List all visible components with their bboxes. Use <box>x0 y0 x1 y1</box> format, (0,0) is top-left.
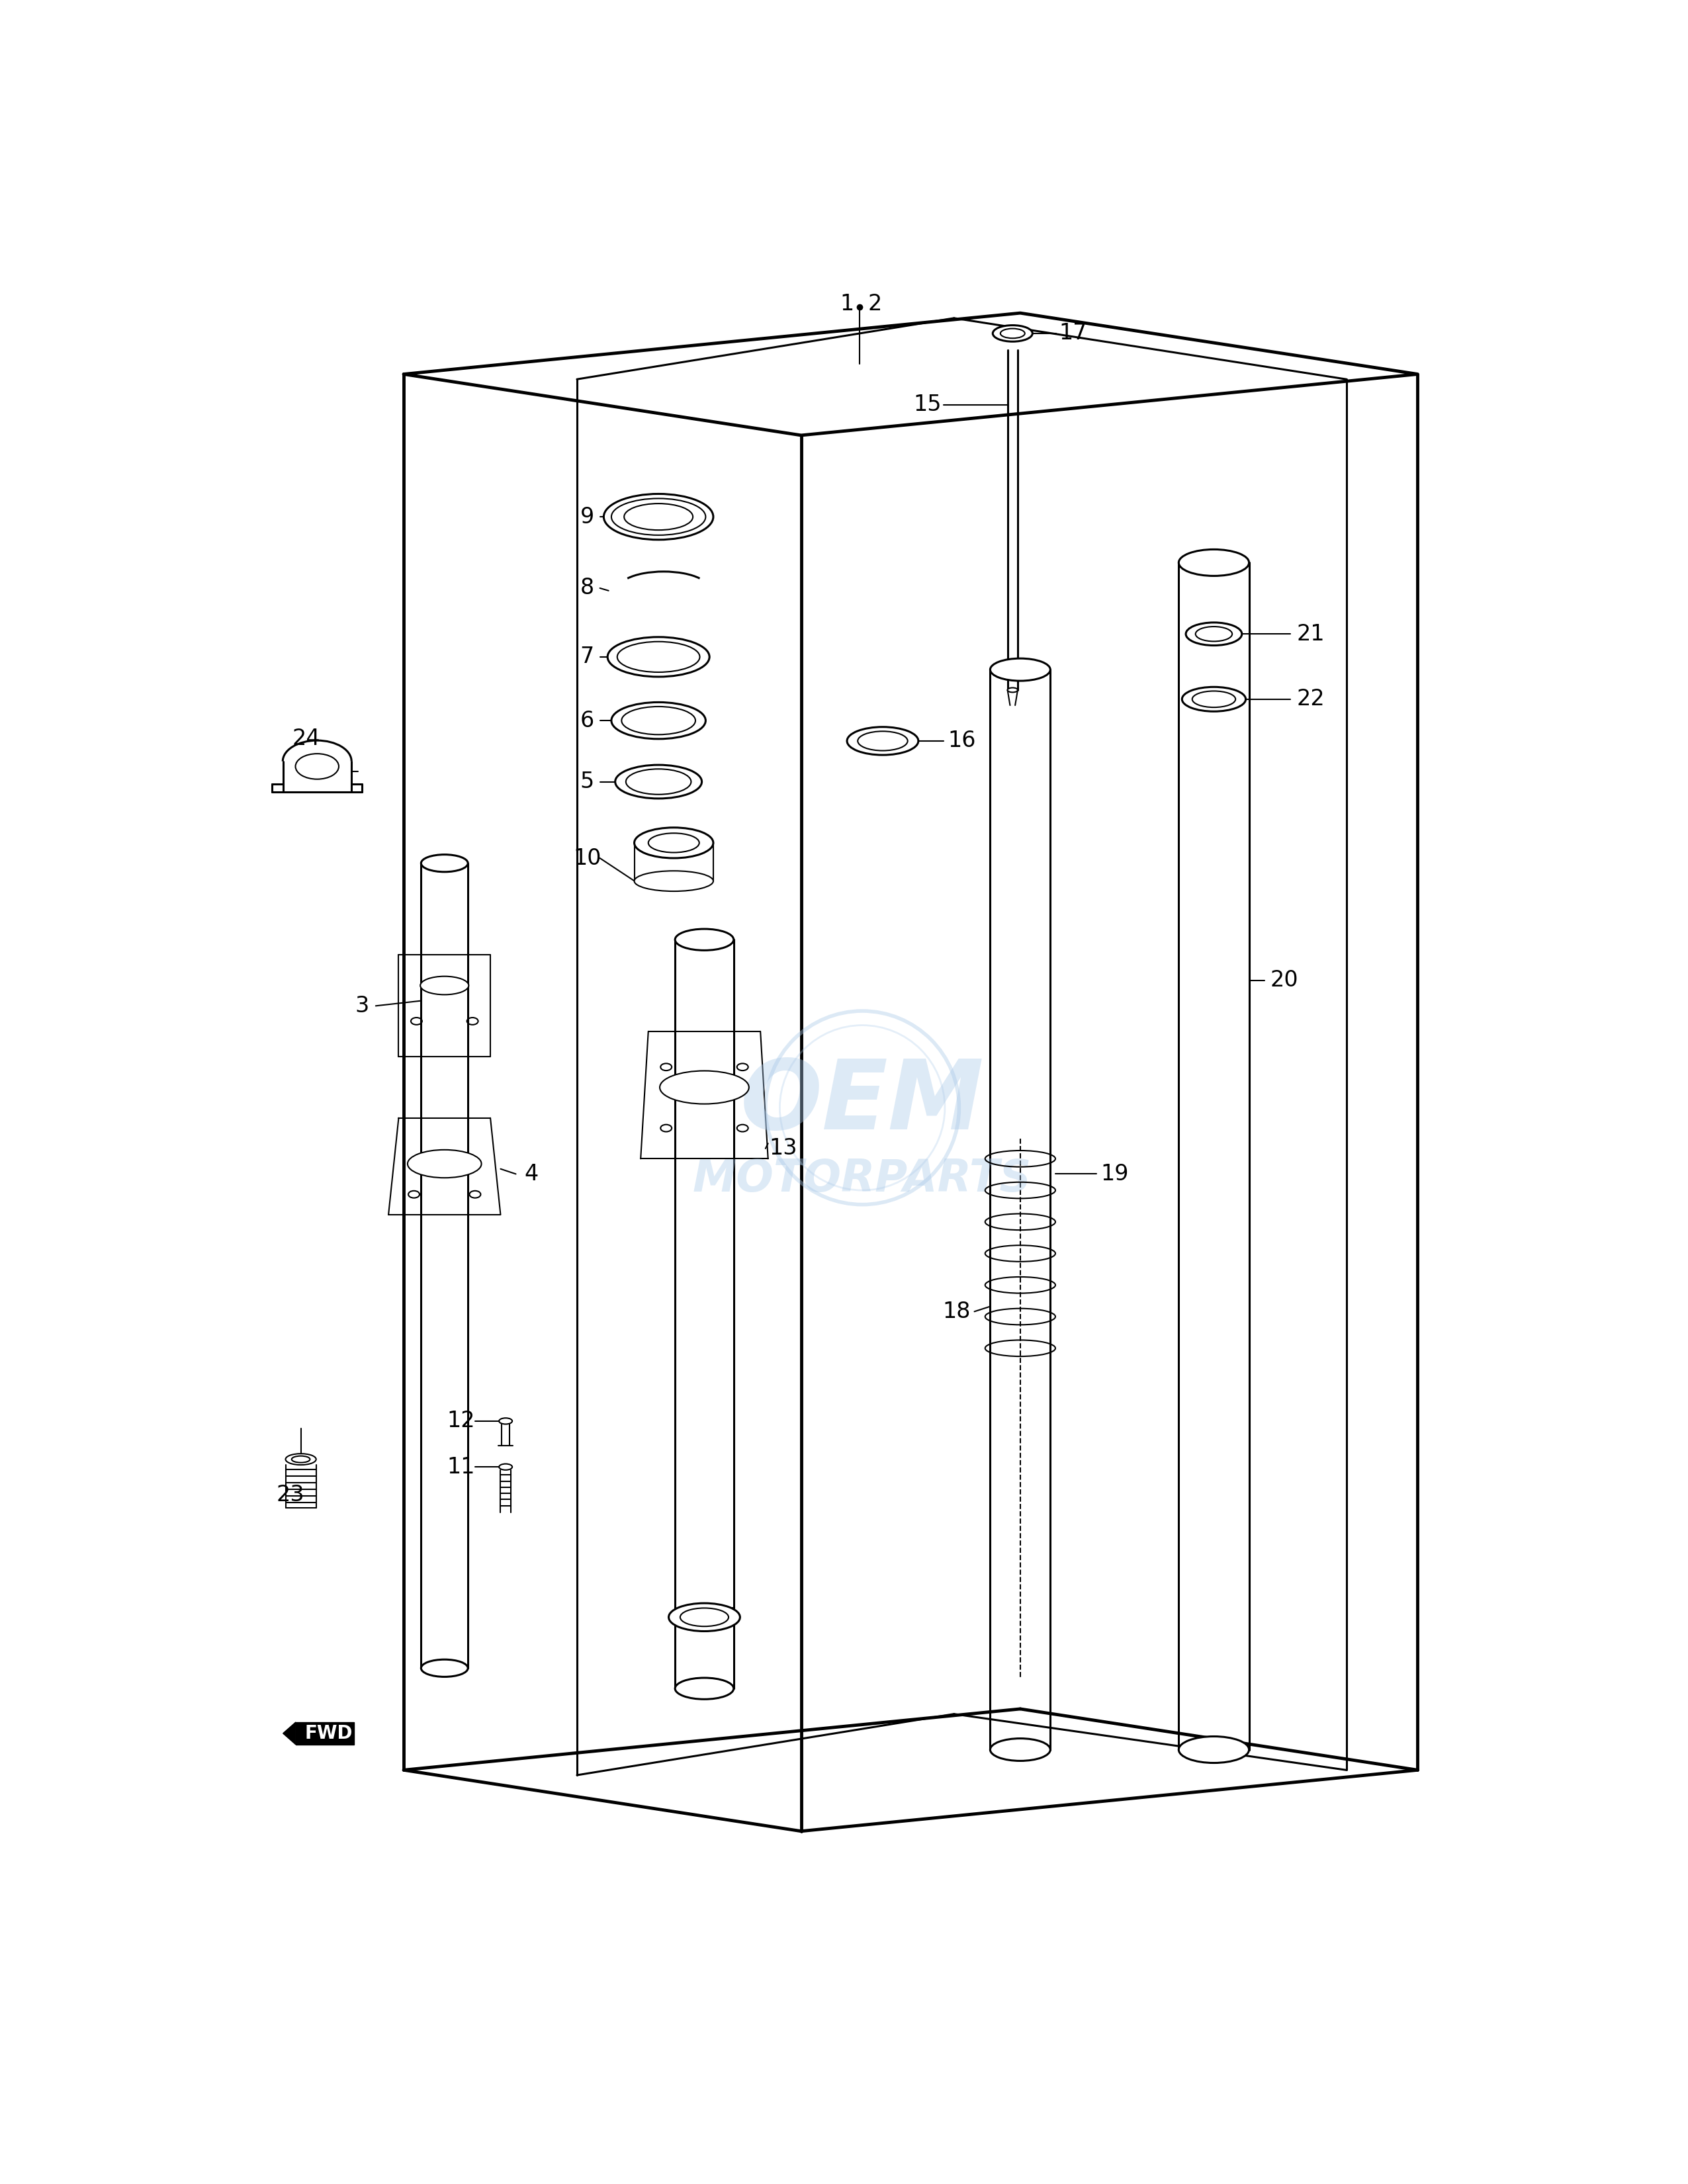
Text: MOTORPARTS: MOTORPARTS <box>692 1158 1031 1201</box>
Text: 12: 12 <box>447 1411 474 1433</box>
Ellipse shape <box>993 325 1033 341</box>
Ellipse shape <box>407 1149 481 1177</box>
Text: 18: 18 <box>942 1302 971 1324</box>
Text: 20: 20 <box>1269 970 1298 992</box>
Text: 3: 3 <box>354 996 370 1018</box>
Text: 13: 13 <box>770 1138 797 1160</box>
Text: FWD: FWD <box>306 1723 353 1743</box>
Text: 22: 22 <box>1296 688 1325 710</box>
Ellipse shape <box>1178 550 1249 577</box>
Ellipse shape <box>500 1463 511 1470</box>
Text: 6: 6 <box>581 710 594 732</box>
Text: 16: 16 <box>947 729 976 751</box>
Ellipse shape <box>611 703 706 738</box>
Ellipse shape <box>500 1417 511 1424</box>
Ellipse shape <box>1178 1736 1249 1762</box>
Text: 5: 5 <box>581 771 594 793</box>
Ellipse shape <box>285 1455 316 1465</box>
Ellipse shape <box>675 1677 734 1699</box>
Ellipse shape <box>420 854 468 871</box>
Ellipse shape <box>991 1738 1050 1760</box>
Ellipse shape <box>604 494 714 539</box>
Text: 11: 11 <box>447 1457 474 1479</box>
Ellipse shape <box>847 727 918 756</box>
Text: 1: 1 <box>841 293 854 314</box>
Text: 8: 8 <box>581 577 594 598</box>
Ellipse shape <box>660 1070 749 1103</box>
Ellipse shape <box>1187 622 1242 646</box>
Ellipse shape <box>668 1603 739 1631</box>
Polygon shape <box>295 1723 354 1745</box>
Text: 14: 14 <box>709 1605 738 1627</box>
Ellipse shape <box>614 764 702 799</box>
Text: 21: 21 <box>1296 622 1325 644</box>
Text: 24: 24 <box>292 727 321 749</box>
Text: 15: 15 <box>913 393 942 415</box>
Ellipse shape <box>420 976 469 994</box>
Ellipse shape <box>635 871 714 891</box>
Text: 17: 17 <box>1058 323 1087 345</box>
Ellipse shape <box>420 1660 468 1677</box>
Text: 4: 4 <box>523 1164 538 1186</box>
Ellipse shape <box>1008 688 1018 692</box>
Text: 2: 2 <box>868 293 883 314</box>
Text: OEM: OEM <box>741 1057 984 1149</box>
Text: 19: 19 <box>1101 1164 1129 1186</box>
Ellipse shape <box>635 828 714 858</box>
Ellipse shape <box>1182 688 1246 712</box>
Ellipse shape <box>675 928 734 950</box>
Polygon shape <box>284 1723 295 1745</box>
Text: 7: 7 <box>581 646 594 668</box>
Ellipse shape <box>608 638 709 677</box>
Ellipse shape <box>991 657 1050 681</box>
Text: 9: 9 <box>581 507 594 529</box>
Text: 10: 10 <box>574 847 601 869</box>
Text: 23: 23 <box>277 1483 306 1505</box>
